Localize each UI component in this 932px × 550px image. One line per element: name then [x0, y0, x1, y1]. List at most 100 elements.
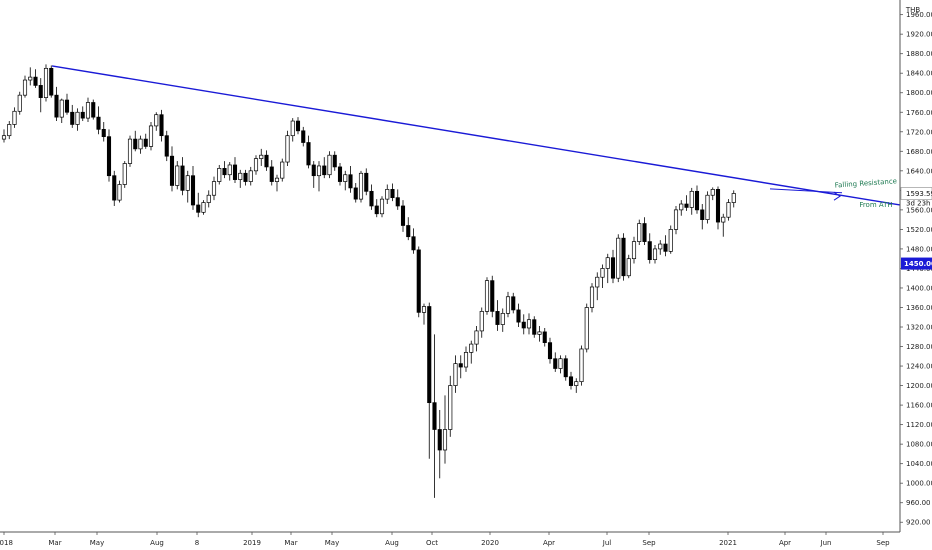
candle [264, 150, 269, 171]
candle-body [227, 164, 232, 176]
candle [463, 346, 469, 372]
candle [726, 199, 731, 221]
candle [490, 275, 495, 318]
candle [600, 264, 605, 288]
candle-body [148, 125, 154, 147]
candle [238, 169, 243, 188]
candle [605, 253, 610, 284]
candle [343, 170, 348, 191]
candle-body [500, 312, 505, 325]
candle-body [684, 203, 689, 208]
candle [59, 98, 64, 123]
candle [112, 170, 117, 206]
candle [668, 225, 673, 254]
candle [679, 200, 684, 216]
time-axis[interactable]: 2018 Mar May Aug 8 2019 Mar May Aug Oct 2020 Apr Jul… [0, 532, 890, 547]
candle-body [17, 94, 22, 112]
y-tick-label: 1360.00 [906, 304, 932, 312]
candle-body [316, 165, 322, 177]
candle-body [652, 248, 658, 261]
candle-body [117, 184, 122, 201]
candle [731, 190, 736, 208]
x-tick-label: 8 [195, 539, 199, 547]
candle [353, 183, 358, 203]
candle-body [369, 190, 374, 207]
candle-body [28, 76, 33, 81]
x-tick-label: Aug [385, 539, 399, 547]
candle-body [532, 319, 537, 335]
candle [80, 106, 85, 122]
candle [553, 352, 558, 372]
candle-body [721, 216, 726, 223]
candles [1, 64, 736, 498]
candle-body [211, 181, 217, 196]
candle [322, 157, 327, 179]
candle [159, 109, 164, 142]
y-tick-label: 1280.00 [906, 343, 932, 351]
x-tick-label: Sep [642, 539, 656, 547]
candle [547, 337, 553, 364]
candle [117, 180, 122, 203]
candle-body [726, 202, 731, 218]
candle [495, 300, 500, 331]
candle [70, 104, 75, 128]
candle [369, 184, 374, 210]
y-tick-label: 1840.00 [906, 70, 932, 78]
crosshair-price-badge [901, 257, 932, 270]
candle-body [196, 204, 201, 213]
candle-body [154, 114, 159, 127]
candle [332, 151, 337, 171]
candle-body [400, 205, 406, 226]
candle-body [322, 165, 327, 176]
candle [395, 189, 400, 210]
candle-body [1, 135, 7, 140]
candle [642, 217, 647, 246]
candle [500, 308, 505, 332]
candle [175, 161, 180, 190]
candle-body [715, 189, 721, 223]
candle-body [621, 237, 626, 277]
candle-body [642, 223, 647, 242]
candle [432, 334, 437, 498]
candle-body [96, 116, 101, 130]
candle [379, 196, 385, 218]
candle-body [705, 194, 710, 220]
candle [143, 133, 148, 149]
candle-body [689, 190, 694, 208]
candle [75, 108, 80, 131]
candle [22, 75, 28, 98]
candle-body [395, 197, 400, 207]
y-tick-label: 920.00 [906, 519, 931, 527]
candle [505, 291, 511, 318]
candle-body [285, 135, 290, 163]
candle-body [442, 429, 448, 451]
x-tick-label: 2018 [0, 539, 13, 547]
candle-body [38, 85, 43, 98]
candle [474, 326, 479, 352]
candle [658, 240, 663, 255]
candle [269, 160, 274, 186]
candle [274, 174, 280, 192]
candle-body [70, 111, 75, 125]
candle-body [673, 209, 679, 230]
candle-body [547, 342, 553, 360]
candle-body [106, 136, 112, 177]
candle [458, 355, 463, 379]
candle [206, 190, 211, 208]
candle-body [49, 67, 54, 96]
y-tick-label: 1960.00 [906, 11, 932, 19]
candle-body [432, 402, 437, 430]
candle-body [127, 138, 133, 164]
candle-body [232, 164, 238, 180]
candle-body [217, 168, 222, 182]
candle [38, 78, 43, 113]
candle [211, 176, 217, 201]
candle [626, 254, 631, 279]
candle-body [169, 155, 175, 186]
candle [1, 129, 7, 143]
candle-body [295, 120, 301, 132]
candle-body [133, 138, 138, 150]
candle [579, 345, 584, 386]
candle [647, 233, 652, 264]
candle [511, 292, 516, 314]
